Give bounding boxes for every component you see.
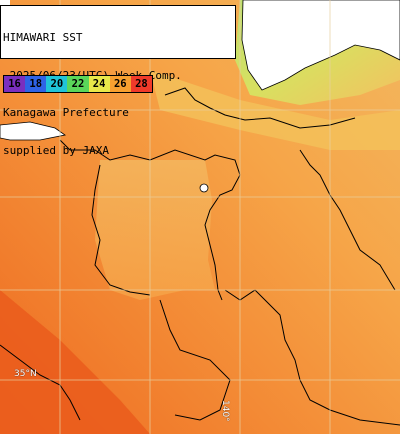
legend-cell-16: 16	[4, 76, 26, 92]
legend-cell-22: 22	[67, 76, 89, 92]
legend-cell-26: 26	[109, 76, 131, 92]
title-line-4: supplied by JAXA	[3, 143, 109, 157]
lon-grid-label: 140°	[220, 400, 230, 422]
east-coastline	[299, 149, 396, 291]
legend-cell-28: 28	[130, 76, 152, 92]
north-coastline	[164, 87, 356, 129]
legend-label: 22	[71, 78, 85, 90]
bay-coastline	[59, 139, 241, 301]
land-mass-corner	[0, 0, 10, 5]
legend-cell-24: 24	[88, 76, 110, 92]
land-mass-north	[241, 0, 400, 91]
small-island	[199, 183, 209, 193]
lat-grid-label: 35°N	[14, 369, 37, 379]
peninsula-coastline	[159, 299, 231, 421]
legend-label: 28	[135, 78, 148, 90]
legend-label: 26	[113, 78, 127, 90]
legend-label: 16	[8, 78, 21, 90]
tokyo-bay-sea	[95, 160, 215, 300]
south-coastline	[224, 289, 400, 426]
land-mass-west	[0, 121, 66, 141]
legend-label: 20	[50, 78, 64, 90]
legend-label: 18	[29, 78, 43, 90]
legend-cell-18: 18	[25, 76, 47, 92]
legend-label: 24	[92, 78, 106, 90]
bay-west-coastline	[91, 164, 151, 296]
warm-sea-zone	[0, 290, 150, 434]
title-line-1: HIMAWARI SST	[3, 31, 83, 44]
map-title-box: HIMAWARI SST ~2025/06/23(UTC) Week Comp.…	[0, 5, 236, 156]
temperature-legend: 16 18 20 22 24 26 28	[3, 75, 153, 93]
title-line-3: Kanagawa Prefecture	[3, 106, 129, 119]
legend-cell-20: 20	[46, 76, 68, 92]
